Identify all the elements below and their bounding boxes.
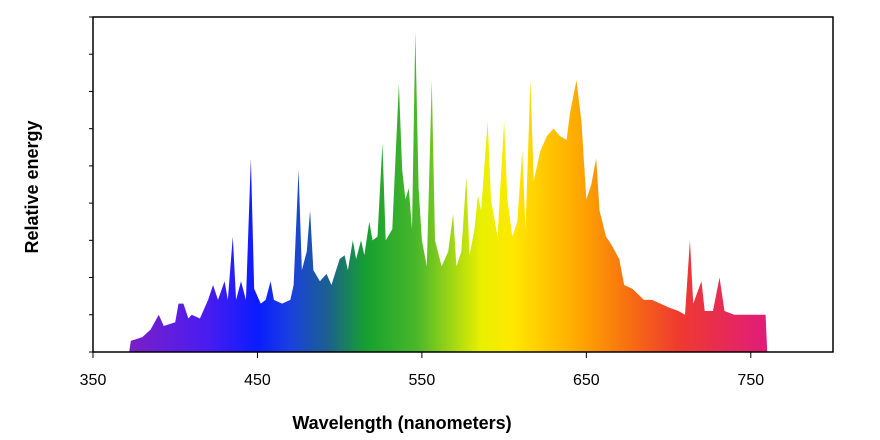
x-tick-label: 650 (573, 372, 600, 389)
spectrum-area (129, 31, 768, 352)
x-axis-title: Wavelength (nanometers) (292, 413, 511, 433)
y-axis-title: Relative energy (22, 120, 42, 253)
x-tick-label: 350 (80, 372, 107, 389)
x-tick-label: 550 (409, 372, 436, 389)
plot-frame (92, 16, 834, 353)
x-tick-label: 450 (244, 372, 271, 389)
x-tick-label: 750 (737, 372, 764, 389)
